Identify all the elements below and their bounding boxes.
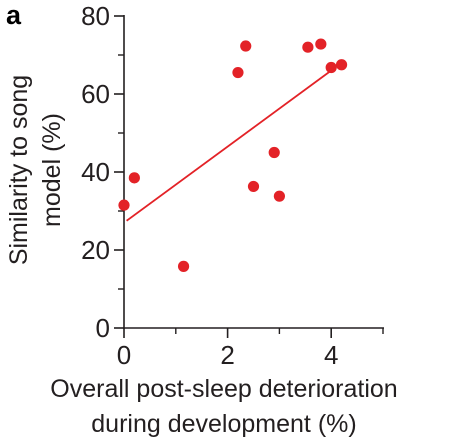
- regression-line: [127, 69, 334, 221]
- data-point: [118, 200, 129, 211]
- x-axis-title-line-2: during development (%): [91, 410, 356, 438]
- y-ticks: 0 20 40 60 80: [81, 1, 124, 343]
- data-point: [336, 59, 347, 70]
- data-points: [118, 38, 347, 272]
- x-axis: 0 2 4: [117, 328, 384, 370]
- x-tick-label: 0: [117, 340, 131, 370]
- data-point: [315, 38, 326, 49]
- y-tick-label: 20: [81, 235, 110, 265]
- data-point: [232, 67, 243, 78]
- y-tick-label: 80: [81, 1, 110, 31]
- y-axis-title-line-1: Similarity to song: [5, 75, 33, 265]
- y-tick-label: 60: [81, 79, 110, 109]
- x-tick-label: 2: [220, 340, 234, 370]
- y-tick-label: 40: [81, 157, 110, 187]
- y-axis-title-line-2: model (%): [38, 113, 66, 227]
- y-axis-title: Similarity to song model (%): [5, 75, 66, 265]
- x-axis-title-line-1: Overall post-sleep deterioration: [50, 375, 397, 403]
- data-point: [274, 191, 285, 202]
- data-point: [129, 172, 140, 183]
- data-point: [269, 147, 280, 158]
- data-point: [240, 40, 251, 51]
- x-ticks: 0 2 4: [117, 328, 383, 370]
- data-point: [302, 42, 313, 53]
- x-tick-label: 4: [324, 340, 338, 370]
- y-axis: 0 20 40 60 80: [81, 1, 124, 343]
- panel-label: a: [6, 0, 22, 30]
- y-tick-label: 0: [96, 313, 110, 343]
- data-point: [248, 181, 259, 192]
- data-point: [178, 261, 189, 272]
- data-point: [326, 62, 337, 73]
